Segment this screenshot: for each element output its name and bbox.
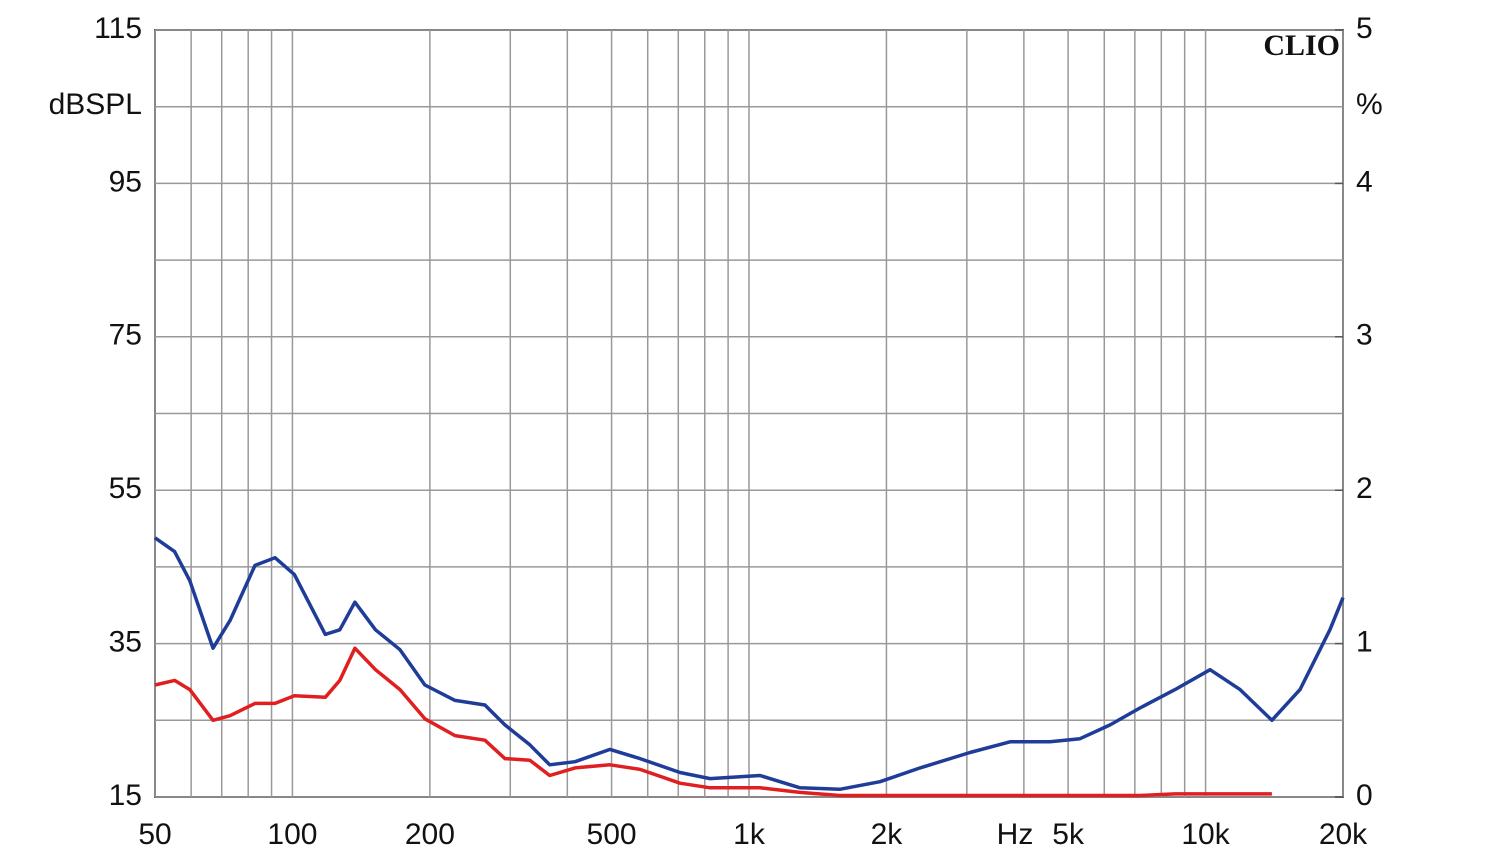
x-unit-label: Hz (997, 818, 1034, 851)
data-line (154, 646, 1272, 798)
x-tick-label: 5k (1052, 818, 1085, 851)
y-tick-label: 95 (109, 165, 142, 198)
y2-tick-label: 2 (1356, 472, 1373, 505)
y-axis-label: dBSPL (49, 88, 142, 121)
y2-tick-label: 3 (1356, 319, 1373, 352)
x-tick-label: 2k (871, 818, 904, 851)
x-tick-label: 50 (138, 818, 171, 851)
y-tick-label: 35 (109, 626, 142, 659)
y-tick-label: 55 (109, 472, 142, 505)
brand: CLIO (1263, 29, 1340, 62)
y2-axis-label: % (1356, 88, 1383, 121)
x-tick-label: 10k (1181, 818, 1230, 851)
x-tick-label: 1k (733, 818, 766, 851)
y-tick-label: 15 (109, 779, 142, 812)
x-tick-label: 20k (1319, 818, 1368, 851)
x-tick-label: 200 (405, 818, 455, 851)
y-tick-label: 75 (109, 319, 142, 352)
data-line (153, 536, 1345, 792)
y-tick-label: 115 (94, 12, 142, 45)
y2-tick-label: 1 (1356, 626, 1373, 659)
x-tick-label: 100 (267, 818, 317, 851)
x-tick-label: 500 (587, 818, 637, 851)
y2-tick-label: 5 (1356, 12, 1373, 45)
y2-tick-label: 0 (1356, 779, 1373, 812)
y2-tick-label: 4 (1356, 165, 1373, 198)
